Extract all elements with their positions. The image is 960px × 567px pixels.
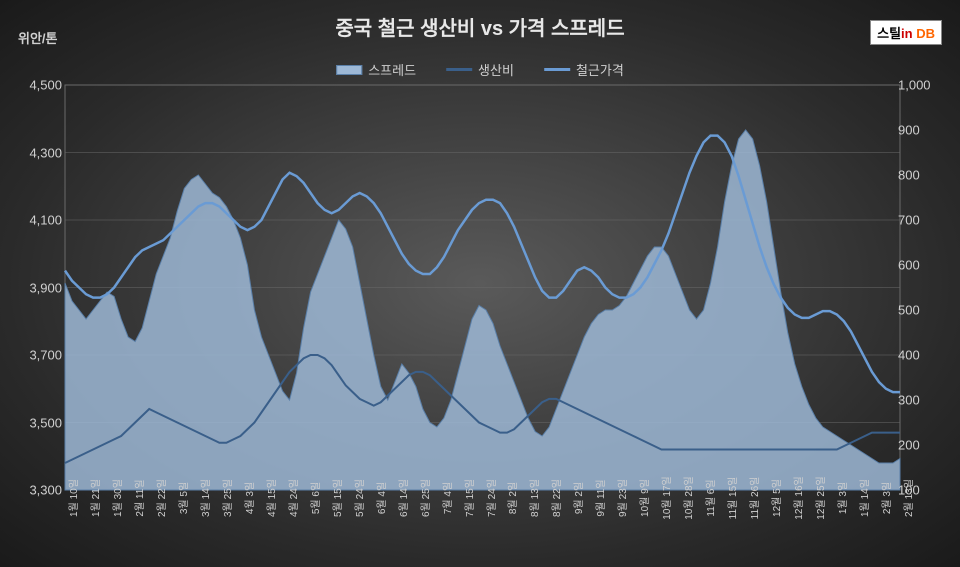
legend-swatch-price: [544, 68, 570, 71]
y-tick-right: 500: [898, 303, 942, 318]
y-tick-right: 700: [898, 213, 942, 228]
y-tick-left: 4,300: [18, 145, 62, 160]
y-tick-right: 900: [898, 123, 942, 138]
y-tick-left: 4,500: [18, 78, 62, 93]
legend-label-spread: 스프레드: [368, 60, 416, 79]
logo-text-3: DB: [916, 26, 935, 41]
plot-area: [65, 85, 900, 490]
y-tick-right: 1,000: [898, 78, 942, 93]
legend: 스프레드 생산비 철근가격: [336, 60, 624, 79]
legend-item-spread: 스프레드: [336, 60, 416, 79]
y-tick-left: 4,100: [18, 213, 62, 228]
chart-title: 중국 철근 생산비 vs 가격 스프레드: [0, 12, 960, 41]
plot-svg: [65, 85, 900, 490]
y-tick-left: 3,500: [18, 415, 62, 430]
y-tick-right: 300: [898, 393, 942, 408]
legend-label-cost: 생산비: [478, 60, 514, 79]
y-axis-label: 위안/톤: [18, 28, 58, 47]
y-tick-left: 3,700: [18, 348, 62, 363]
y-tick-left: 3,300: [18, 483, 62, 498]
logo-text-2: in: [901, 26, 913, 41]
logo-text-1: 스틸: [877, 26, 901, 41]
y-tick-right: 600: [898, 258, 942, 273]
legend-item-price: 철근가격: [544, 60, 624, 79]
chart-container: 중국 철근 생산비 vs 가격 스프레드 위안/톤 스틸in DB 스프레드 생…: [0, 0, 960, 567]
legend-label-price: 철근가격: [576, 60, 624, 79]
legend-swatch-cost: [446, 68, 472, 71]
y-tick-right: 800: [898, 168, 942, 183]
y-tick-right: 400: [898, 348, 942, 363]
y-tick-right: 200: [898, 438, 942, 453]
y-tick-left: 3,900: [18, 280, 62, 295]
brand-logo: 스틸in DB: [870, 20, 942, 45]
legend-item-cost: 생산비: [446, 60, 514, 79]
legend-swatch-spread: [336, 65, 362, 75]
x-tick: 2월 13일: [900, 479, 960, 517]
